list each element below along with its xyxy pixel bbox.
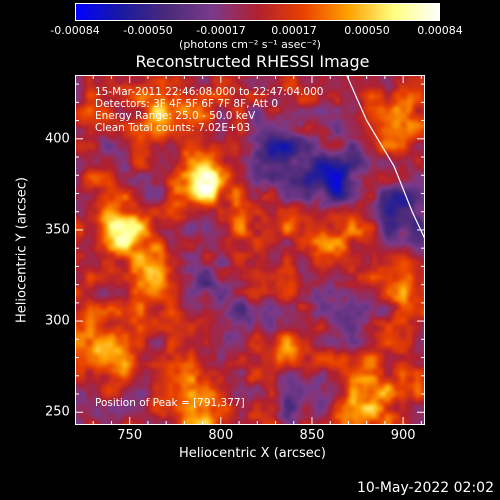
x-axis-label: Heliocentric X (arcsec) [179,446,326,461]
annotation-energy: Energy Range: 25.0 - 50.0 keV [95,110,256,122]
y-axis-label: Heliocentric Y (arcsec) [14,177,30,323]
y-tick-label: 350 [45,222,70,238]
x-tick-label: 900 [390,428,416,443]
plot-area [75,75,425,425]
solar-limb [346,75,425,240]
heatmap-image [75,75,425,425]
plot-frame [75,75,425,425]
annotation-counts: Clean Total counts: 7.02E+03 [95,122,251,134]
x-tick-label: 800 [208,428,234,443]
x-tick-label: 850 [299,428,325,443]
colorbar-tick-label: -0.00084 [50,24,100,37]
annotation-time: 15-Mar-2011 22:46:08.000 to 22:47:04.000 [95,86,324,98]
y-tick-label: 300 [45,313,70,329]
colorbar-tick-label: -0.00050 [123,24,173,37]
annotation-peak: Position of Peak = [791,377] [95,397,245,409]
colorbar-units: (photons cm⁻² s⁻¹ asec⁻²) [179,38,321,51]
colorbar-tick-label: 0.00084 [417,24,463,37]
colorbar-tick-label: -0.00017 [196,24,246,37]
colorbar [75,3,440,21]
x-tick-label: 750 [117,428,143,443]
timestamp: 10-May-2022 02:02 [356,480,494,496]
y-tick-label: 400 [45,131,70,147]
axis-ticks [75,75,425,425]
colorbar-tick-label: 0.00017 [271,24,317,37]
colorbar-tick-label: 0.00050 [344,24,390,37]
y-tick-label: 250 [45,404,70,420]
annotation-detectors: Detectors: 3F 4F 5F 6F 7F 8F, Att 0 [95,98,279,110]
chart-title: Reconstructed RHESSI Image [135,52,370,71]
